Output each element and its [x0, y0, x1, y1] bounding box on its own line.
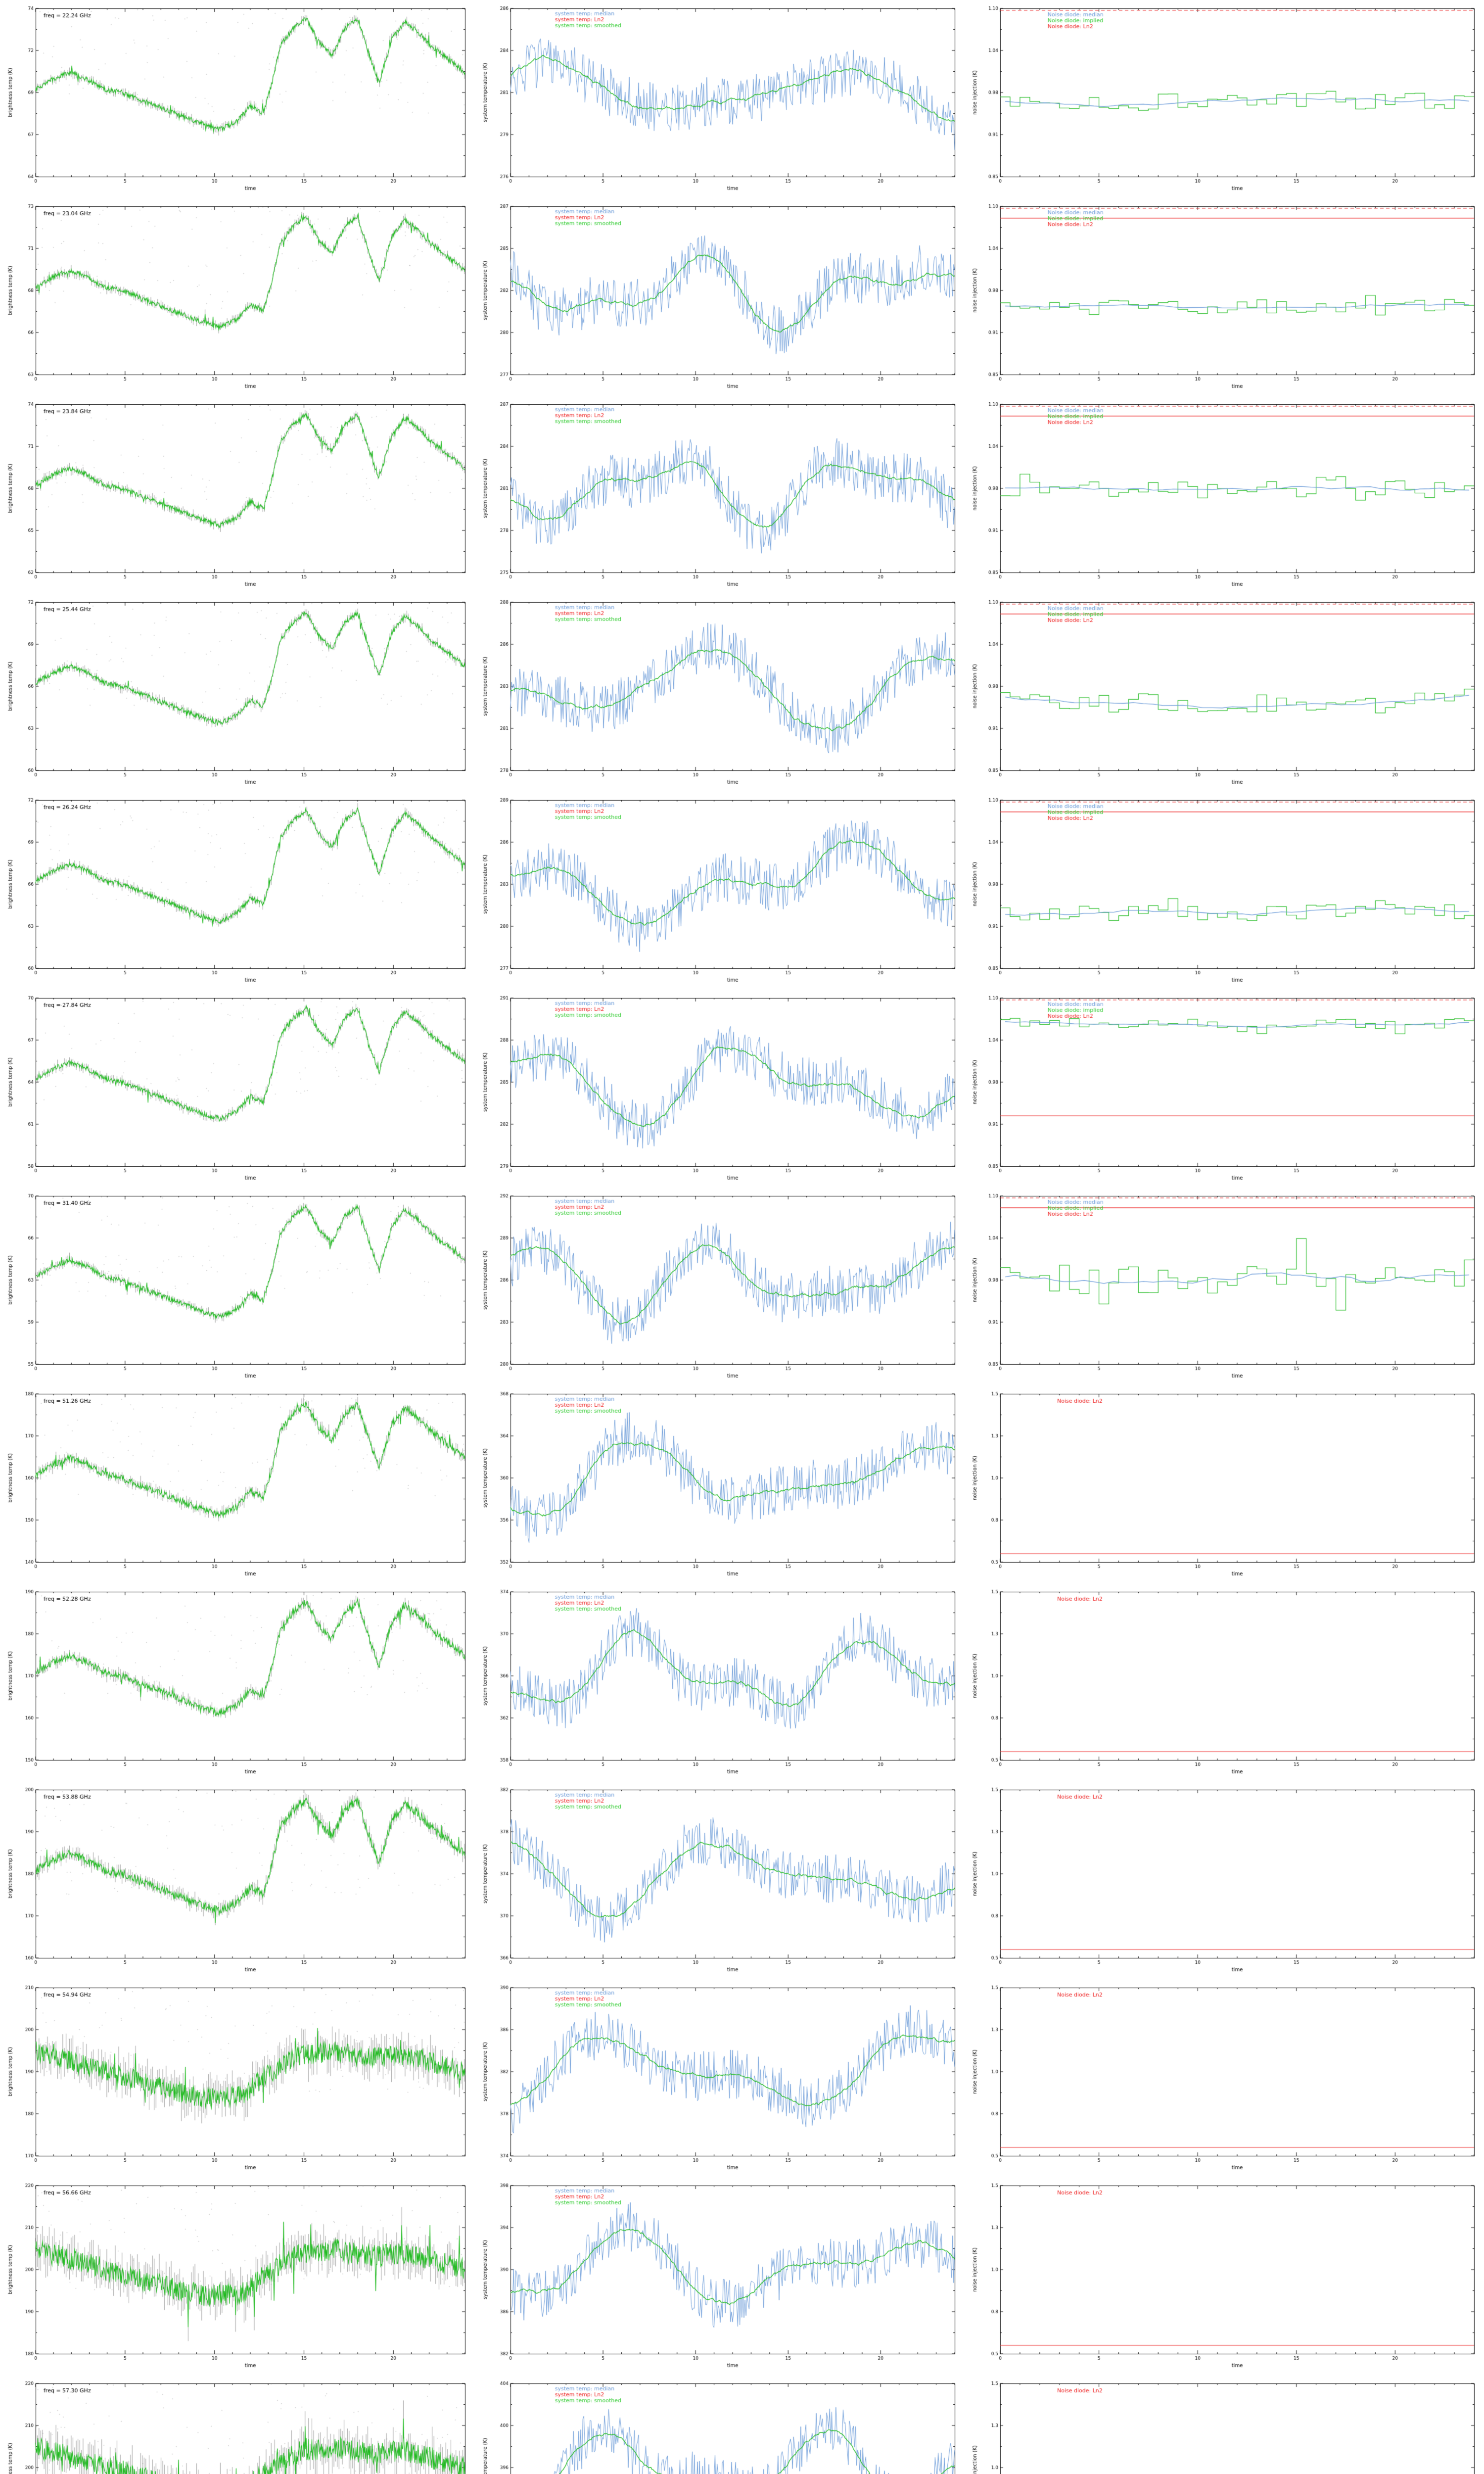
cell-row8-col1 [0, 1385, 475, 1583]
panel-noise-diode-row6 [970, 993, 1479, 1184]
cell-row11-col2 [475, 1979, 965, 2177]
cell-row5-col2 [475, 792, 965, 990]
panel-raw-signal-row11 [5, 1983, 470, 2174]
panel-system-temp-row13 [480, 2379, 960, 2474]
cell-row3-col3 [965, 396, 1484, 594]
plot-row-2 [0, 198, 1484, 396]
panel-noise-diode-row1 [970, 3, 1479, 194]
cell-row3-col2 [475, 396, 965, 594]
panel-system-temp-row11 [480, 1983, 960, 2174]
panel-noise-diode-row7 [970, 1191, 1479, 1382]
cell-row11-col1 [0, 1979, 475, 2177]
cell-row1-col2 [475, 0, 965, 198]
cell-row4-col2 [475, 594, 965, 792]
cell-row1-col1 [0, 0, 475, 198]
cell-row9-col2 [475, 1583, 965, 1781]
panel-noise-diode-row11 [970, 1983, 1479, 2174]
panel-raw-signal-row1 [5, 3, 470, 194]
panel-noise-diode-row2 [970, 201, 1479, 392]
cell-row6-col2 [475, 990, 965, 1188]
cell-row5-col1 [0, 792, 475, 990]
plot-row-9 [0, 1583, 1484, 1781]
cell-row2-col1 [0, 198, 475, 396]
panel-noise-diode-row13 [970, 2379, 1479, 2474]
panel-system-temp-row4 [480, 597, 960, 788]
panel-system-temp-row3 [480, 399, 960, 590]
panel-system-temp-row12 [480, 2181, 960, 2372]
cell-row7-col3 [965, 1188, 1484, 1385]
panel-raw-signal-row2 [5, 201, 470, 392]
panel-system-temp-row6 [480, 993, 960, 1184]
panel-noise-diode-row5 [970, 795, 1479, 986]
panel-system-temp-row5 [480, 795, 960, 986]
panel-system-temp-row10 [480, 1785, 960, 1976]
cell-row4-col1 [0, 594, 475, 792]
panel-raw-signal-row12 [5, 2181, 470, 2372]
cell-row10-col2 [475, 1781, 965, 1979]
cell-row2-col3 [965, 198, 1484, 396]
cell-row4-col3 [965, 594, 1484, 792]
panel-raw-signal-row7 [5, 1191, 470, 1382]
plot-row-4 [0, 594, 1484, 792]
plot-row-5 [0, 792, 1484, 990]
panel-raw-signal-row6 [5, 993, 470, 1184]
panel-raw-signal-row10 [5, 1785, 470, 1976]
cell-row12-col1 [0, 2177, 475, 2375]
cell-row10-col3 [965, 1781, 1484, 1979]
panel-raw-signal-row13 [5, 2379, 470, 2474]
panel-system-temp-row1 [480, 3, 960, 194]
panel-raw-signal-row8 [5, 1389, 470, 1580]
panel-raw-signal-row9 [5, 1587, 470, 1778]
panel-system-temp-row2 [480, 201, 960, 392]
plot-row-10 [0, 1781, 1484, 1979]
cell-row12-col3 [965, 2177, 1484, 2375]
cell-row8-col3 [965, 1385, 1484, 1583]
cell-row13-col2 [475, 2375, 965, 2474]
panel-noise-diode-row12 [970, 2181, 1479, 2372]
panel-system-temp-row8 [480, 1389, 960, 1580]
plot-row-12 [0, 2177, 1484, 2375]
cell-row6-col3 [965, 990, 1484, 1188]
cell-row6-col1 [0, 990, 475, 1188]
cell-row3-col1 [0, 396, 475, 594]
cell-row9-col1 [0, 1583, 475, 1781]
cell-row13-col1 [0, 2375, 475, 2474]
plot-row-13 [0, 2375, 1484, 2474]
panel-noise-diode-row9 [970, 1587, 1479, 1778]
panel-raw-signal-row4 [5, 597, 470, 788]
cell-row5-col3 [965, 792, 1484, 990]
cell-row12-col2 [475, 2177, 965, 2375]
cell-row13-col3 [965, 2375, 1484, 2474]
panel-system-temp-row9 [480, 1587, 960, 1778]
cell-row7-col2 [475, 1188, 965, 1385]
cell-row8-col2 [475, 1385, 965, 1583]
cell-row9-col3 [965, 1583, 1484, 1781]
cell-row11-col3 [965, 1979, 1484, 2177]
cell-row7-col1 [0, 1188, 475, 1385]
panel-system-temp-row7 [480, 1191, 960, 1382]
cell-row1-col3 [965, 0, 1484, 198]
panel-noise-diode-row4 [970, 597, 1479, 788]
plot-row-11 [0, 1979, 1484, 2177]
plot-row-1 [0, 0, 1484, 198]
cell-row2-col2 [475, 198, 965, 396]
panel-noise-diode-row3 [970, 399, 1479, 590]
panel-noise-diode-row10 [970, 1785, 1479, 1976]
panel-noise-diode-row8 [970, 1389, 1479, 1580]
plot-row-7 [0, 1188, 1484, 1385]
cell-row10-col1 [0, 1781, 475, 1979]
plot-row-8 [0, 1385, 1484, 1583]
panel-raw-signal-row3 [5, 399, 470, 590]
plot-row-3 [0, 396, 1484, 594]
panel-raw-signal-row5 [5, 795, 470, 986]
plot-row-6 [0, 990, 1484, 1188]
